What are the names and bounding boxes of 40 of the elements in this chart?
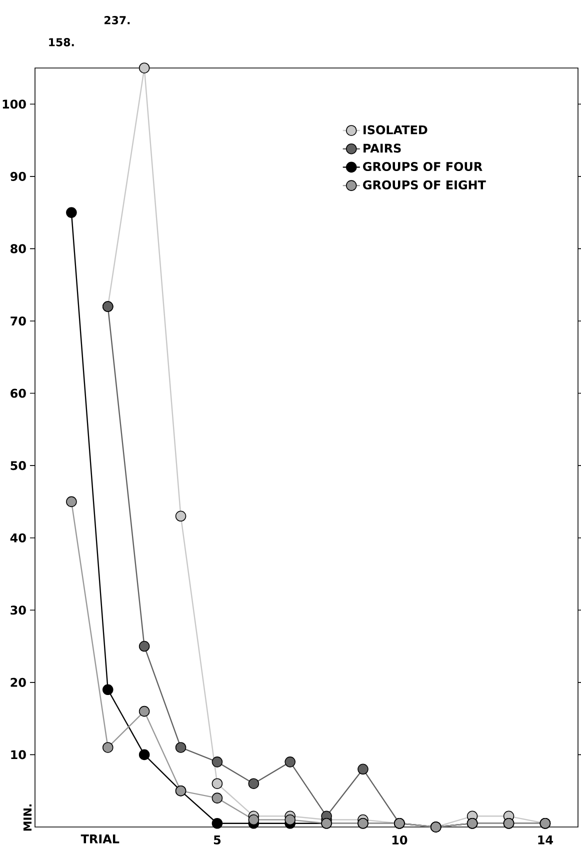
y-tick-label: 50 [10,461,26,470]
point [66,207,77,218]
point [212,778,223,790]
y-axis-title: MIN. [23,804,32,831]
y-tick-label: 70 [10,316,26,326]
x-tick-label: 10 [392,836,408,845]
point [66,496,77,508]
point [138,640,150,652]
point [212,756,223,768]
point [284,756,296,768]
legend-label: GROUPS OF FOUR [363,162,482,172]
point [212,792,223,804]
y-tick-label: 20 [10,678,26,687]
y-tick-label: 40 [10,533,26,542]
text: 158. [49,38,74,46]
y-tick-label: 100 [2,100,26,109]
x-axis-title: TRIAL [80,834,120,844]
legend-label: ISOLATED [364,125,428,134]
point [138,706,150,717]
legend-label: PAIRS [364,144,401,153]
point [102,742,114,753]
point [175,742,186,753]
x-tick-label: 14 [538,836,553,844]
point [248,814,260,826]
point [212,818,223,829]
y-tick-label: 80 [10,244,26,254]
y-tick-label: 10 [11,750,26,760]
y-tick-label: 60 [10,388,26,398]
y-tick-label: 30 [10,606,26,615]
point [284,814,296,826]
point [138,749,150,760]
point [248,778,260,790]
x-tick-label: 5 [214,836,221,844]
point [102,684,114,696]
legend-label: GROUPS OF EIGHT [363,180,486,190]
point [358,764,368,775]
point [175,510,186,522]
point [138,62,150,74]
text: 237. [104,16,130,24]
y-tick-label: 90 [10,172,26,181]
